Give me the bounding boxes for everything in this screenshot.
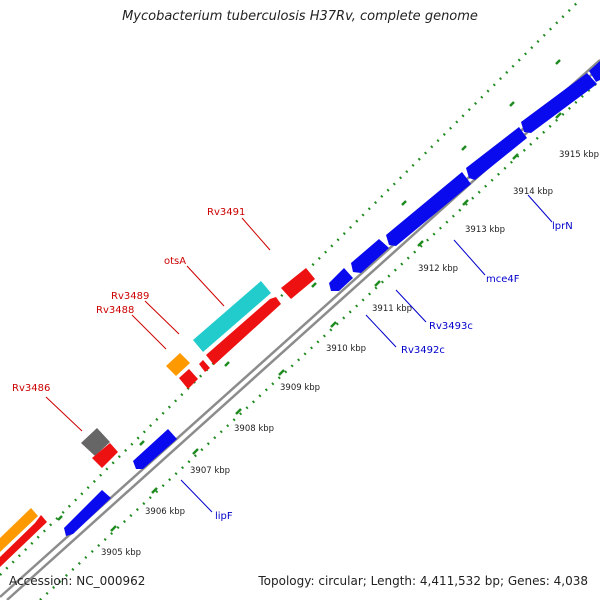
tick-label-3910: 3910 kbp xyxy=(326,344,366,354)
gene-blue-1[interactable] xyxy=(64,490,111,536)
tick-label-3907: 3907 kbp xyxy=(190,466,230,476)
gene-lprN-blue[interactable] xyxy=(521,73,597,133)
gene-rv3486-red[interactable] xyxy=(92,443,118,468)
label-rv3488[interactable]: Rv3488 xyxy=(96,305,134,316)
label-rv3492c[interactable]: Rv3492c xyxy=(401,345,445,356)
tick-label-3908: 3908 kbp xyxy=(234,424,274,434)
gene-red-left[interactable] xyxy=(0,515,47,567)
forward-strand-genes xyxy=(0,268,315,567)
tick-label-3909: 3909 kbp xyxy=(280,383,320,393)
reverse-gene-labels: lipF Rv3492c Rv3493c mce4F lprN xyxy=(215,221,573,522)
gene-orange-left[interactable] xyxy=(0,508,38,552)
reverse-strand-genes xyxy=(64,61,600,536)
accession-text: Accession: NC_000962 xyxy=(9,574,146,588)
gene-mce4F-blue[interactable] xyxy=(386,172,471,246)
gene-otsA-cyan[interactable] xyxy=(193,281,271,352)
gene-rv3489-orange[interactable] xyxy=(166,353,190,376)
gene-otsA-red[interactable] xyxy=(206,297,281,365)
map-title: Mycobacterium tuberculosis H37Rv, comple… xyxy=(122,9,478,24)
gene-lipF-blue[interactable] xyxy=(133,429,177,469)
tick-label-3912: 3912 kbp xyxy=(418,264,458,274)
tick-label-3905: 3905 kbp xyxy=(101,548,141,558)
gene-rv3493c-blue[interactable] xyxy=(351,239,389,273)
label-mce4F[interactable]: mce4F xyxy=(486,274,520,285)
major-tick-marks xyxy=(57,59,562,532)
gene-rv3486-gray[interactable] xyxy=(81,428,110,456)
tick-label-3915: 3915 kbp xyxy=(559,150,599,160)
position-tick-labels: 3905 kbp 3906 kbp 3907 kbp 3908 kbp 3909… xyxy=(101,150,599,558)
label-otsA[interactable]: otsA xyxy=(164,256,186,267)
label-rv3486[interactable]: Rv3486 xyxy=(12,383,50,394)
label-lipF[interactable]: lipF xyxy=(215,511,233,522)
gene-blue-edge[interactable] xyxy=(589,61,600,82)
tick-label-3906: 3906 kbp xyxy=(145,507,185,517)
forward-gene-labels: Rv3486 Rv3488 Rv3489 otsA Rv3491 xyxy=(12,207,245,394)
gene-rv3488-small-red[interactable] xyxy=(199,360,210,372)
gene-rv3492c-blue[interactable] xyxy=(329,268,353,291)
gene-rv3488-red[interactable] xyxy=(179,369,198,389)
label-rv3491[interactable]: Rv3491 xyxy=(207,207,245,218)
label-lprN[interactable]: lprN xyxy=(552,221,573,232)
genome-summary-text: Topology: circular; Length: 4,411,532 bp… xyxy=(258,574,588,588)
tick-label-3911: 3911 kbp xyxy=(372,304,412,314)
gene-rv3491-red[interactable] xyxy=(281,268,315,299)
inner-dotted-guide xyxy=(39,79,600,600)
tick-label-3914: 3914 kbp xyxy=(513,187,553,197)
label-leader-lines xyxy=(45,194,553,513)
label-rv3493c[interactable]: Rv3493c xyxy=(429,321,473,332)
tick-label-3913: 3913 kbp xyxy=(465,225,505,235)
label-rv3489[interactable]: Rv3489 xyxy=(111,291,149,302)
gene-blue-5[interactable] xyxy=(466,127,527,180)
